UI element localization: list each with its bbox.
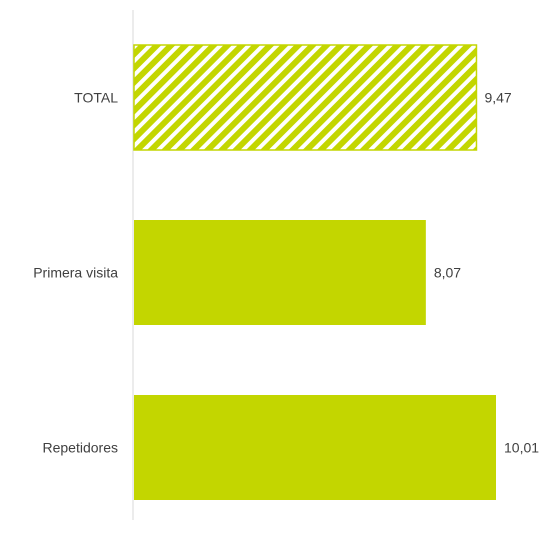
bar-primera-visita <box>134 220 426 325</box>
category-label: Repetidores <box>43 440 119 456</box>
category-label: Primera visita <box>33 265 118 281</box>
category-label: TOTAL <box>74 90 118 106</box>
value-label: 8,07 <box>434 265 461 281</box>
value-label: 10,01 <box>504 440 539 456</box>
value-label: 9,47 <box>484 90 511 106</box>
bar-total <box>133 44 478 151</box>
bar-repetidores <box>134 395 496 500</box>
